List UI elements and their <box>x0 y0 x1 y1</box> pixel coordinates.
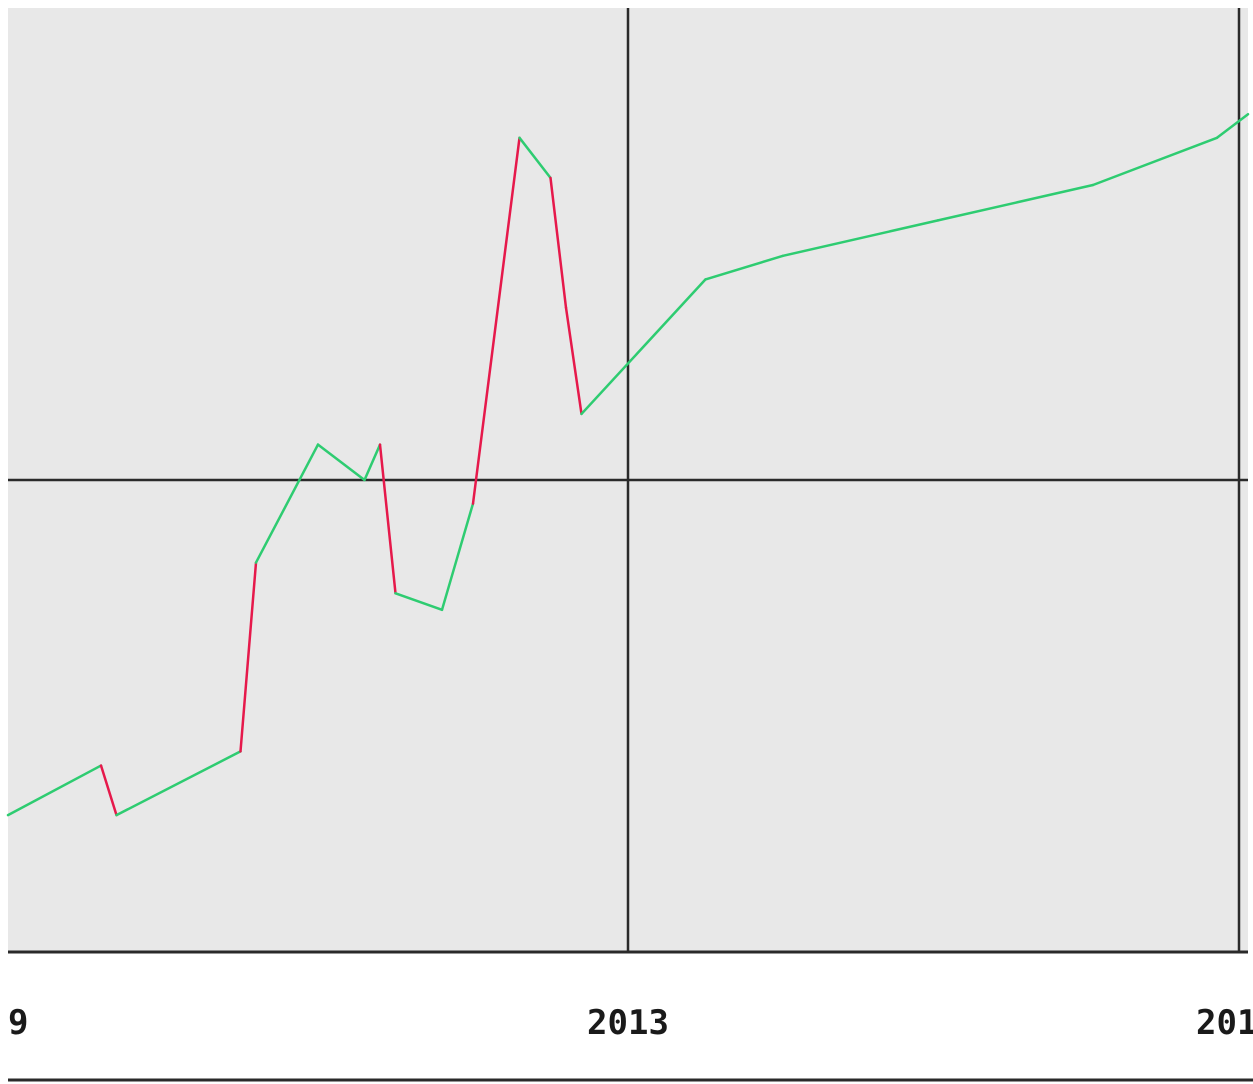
x-tick-label: 9 <box>8 1003 28 1043</box>
series-segment <box>316 443 366 482</box>
series-segment <box>99 764 118 817</box>
series-segment <box>549 176 568 309</box>
series-segment <box>378 443 397 595</box>
series-segment <box>564 306 583 416</box>
series-segment <box>394 592 444 612</box>
series-line <box>6 112 1250 817</box>
series-segment <box>580 278 707 416</box>
x-tick-label: 201 <box>1196 1003 1253 1043</box>
series-segment <box>781 219 940 258</box>
series-segment <box>936 183 1095 222</box>
series-segment <box>1215 112 1250 140</box>
series-segment <box>254 443 320 564</box>
series-segment <box>518 136 552 180</box>
series-segment <box>1091 136 1219 187</box>
series-segment <box>471 136 521 505</box>
series-segment <box>363 443 382 482</box>
series-segment <box>115 750 242 817</box>
series-segment <box>704 254 785 281</box>
x-tick-label: 2013 <box>587 1003 669 1043</box>
series-segment <box>239 561 258 753</box>
series-segment <box>6 764 103 817</box>
grid-lines <box>8 8 1248 952</box>
series-segment <box>440 502 475 612</box>
x-axis-tick-labels: 9 2013 201 <box>8 1003 1253 1043</box>
